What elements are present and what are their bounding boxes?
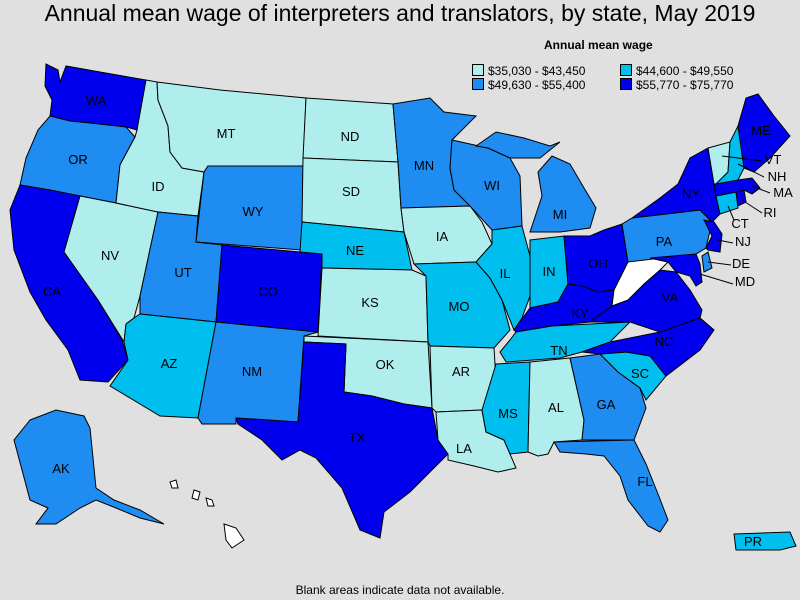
state-label-nm: NM [242, 364, 262, 379]
legend-item-range-3: $49,630 - $55,400 [472, 78, 585, 92]
legend-label-range-4: $55,770 - $75,770 [636, 78, 734, 92]
state-label-il: IL [500, 266, 511, 281]
state-label-ma: MA [773, 185, 793, 200]
legend-swatch-range-4 [620, 78, 632, 90]
footnote: Blank areas indicate data not available. [295, 583, 505, 597]
state-label-in: IN [543, 264, 556, 279]
state-wa[interactable] [44, 63, 147, 131]
state-me[interactable] [737, 93, 791, 173]
legend-item-range-4: $55,770 - $75,770 [620, 78, 733, 92]
state-label-nj: NJ [735, 234, 751, 249]
legend-title: Annual mean wage [544, 38, 653, 52]
state-label-pa: PA [656, 234, 673, 249]
state-label-ok: OK [376, 357, 395, 372]
state-label-ut: UT [174, 265, 191, 280]
state-label-vt: VT [765, 152, 782, 167]
state-label-id: ID [152, 179, 165, 194]
state-label-ks: KS [361, 295, 379, 310]
state-label-nh: NH [768, 169, 787, 184]
state-label-ia: IA [436, 229, 449, 244]
map-title: Annual mean wage of interpreters and tra… [44, 0, 756, 26]
state-label-ri: RI [764, 205, 777, 220]
state-label-mo: MO [449, 299, 470, 314]
state-label-mn: MN [414, 158, 434, 173]
state-tx[interactable] [235, 341, 449, 539]
state-hi[interactable] [169, 479, 245, 549]
state-label-tn: TN [550, 343, 567, 358]
state-label-pr: PR [744, 534, 762, 549]
state-pr[interactable] [733, 531, 797, 551]
state-label-ar: AR [452, 364, 470, 379]
state-label-nd: ND [341, 129, 360, 144]
state-label-al: AL [548, 400, 564, 415]
state-nc[interactable] [581, 317, 715, 377]
state-label-ca: CA [43, 284, 61, 299]
legend-label-range-2: $44,600 - $49,550 [636, 64, 734, 78]
state-label-or: OR [68, 152, 88, 167]
state-label-wy: WY [243, 204, 264, 219]
state-label-wa: WA [86, 93, 107, 108]
state-mi[interactable] [529, 155, 597, 233]
state-label-la: LA [456, 441, 472, 456]
state-label-wi: WI [484, 178, 500, 193]
state-nj[interactable] [703, 219, 723, 253]
state-label-oh: OH [588, 256, 608, 271]
state-label-fl: FL [637, 474, 652, 489]
state-label-me: ME [751, 123, 771, 138]
state-label-mt: MT [217, 126, 236, 141]
state-label-sd: SD [342, 184, 360, 199]
state-label-de: DE [732, 256, 750, 271]
state-label-ne: NE [346, 243, 364, 258]
state-wy[interactable] [195, 165, 304, 251]
state-ak[interactable] [13, 409, 165, 525]
state-label-md: MD [735, 274, 755, 289]
state-ny[interactable] [631, 147, 721, 223]
state-label-az: AZ [161, 356, 178, 371]
state-de[interactable] [701, 251, 713, 273]
state-mi-upper[interactable] [474, 131, 561, 159]
state-label-co: CO [258, 284, 278, 299]
state-ri[interactable] [735, 189, 747, 207]
state-label-ak: AK [52, 461, 70, 476]
legend-label-range-1: $35,030 - $43,450 [488, 64, 586, 78]
state-label-va: VA [662, 290, 679, 305]
legend-item-range-2: $44,600 - $49,550 [620, 64, 733, 78]
state-label-mi: MI [553, 207, 567, 222]
state-label-ms: MS [498, 406, 518, 421]
state-label-ky: KY [571, 306, 589, 321]
state-label-nc: NC [655, 334, 674, 349]
legend-label-range-3: $49,630 - $55,400 [488, 78, 586, 92]
state-fl[interactable] [553, 439, 669, 533]
state-label-ga: GA [597, 397, 616, 412]
legend-swatch-range-2 [620, 64, 632, 76]
legend-swatch-range-1 [472, 64, 484, 76]
state-label-nv: NV [101, 248, 119, 263]
state-label-ct: CT [731, 216, 748, 231]
state-md[interactable] [649, 253, 703, 287]
state-label-tx: TX [349, 430, 366, 445]
leader-lines [699, 155, 771, 285]
state-label-sc: SC [631, 366, 649, 381]
legend-item-range-1: $35,030 - $43,450 [472, 64, 585, 78]
state-label-ny: NY [682, 186, 700, 201]
legend-swatch-range-3 [472, 78, 484, 90]
